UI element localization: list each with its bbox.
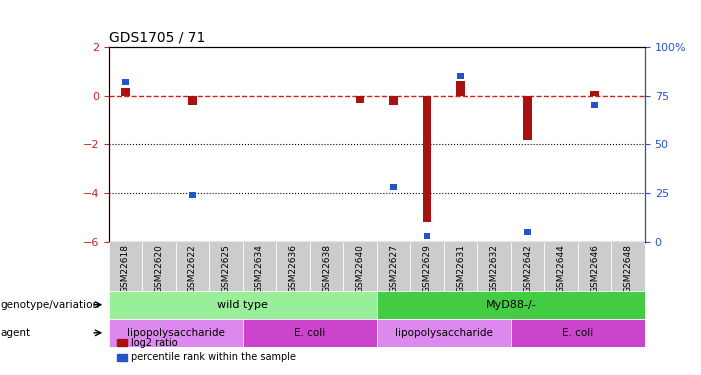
Bar [122, 79, 129, 85]
Text: GDS1705 / 71: GDS1705 / 71 [109, 30, 205, 44]
Legend: log2 ratio, percentile rank within the sample: log2 ratio, percentile rank within the s… [114, 334, 300, 366]
Text: GSM22634: GSM22634 [255, 244, 264, 293]
Bar [176, 242, 209, 291]
Bar [109, 242, 142, 291]
Bar [423, 233, 430, 239]
Bar [209, 242, 243, 291]
Text: E. coli: E. coli [562, 328, 594, 338]
Bar [142, 242, 176, 291]
Bar [189, 96, 197, 105]
Bar [410, 242, 444, 291]
Bar [343, 242, 377, 291]
Text: GSM22648: GSM22648 [624, 244, 633, 293]
Text: lipopolysaccharide: lipopolysaccharide [127, 328, 224, 338]
Bar [444, 242, 477, 291]
Text: GSM22642: GSM22642 [523, 244, 532, 293]
Text: GSM22627: GSM22627 [389, 244, 398, 293]
Bar [511, 242, 545, 291]
Bar [109, 291, 377, 319]
Bar [390, 184, 397, 190]
Text: GSM22625: GSM22625 [222, 244, 231, 293]
Text: GSM22640: GSM22640 [355, 244, 365, 293]
Bar [592, 102, 598, 108]
Bar [423, 96, 431, 222]
Bar [511, 319, 645, 347]
Bar [456, 81, 465, 96]
Bar [590, 91, 599, 96]
Text: wild type: wild type [217, 300, 268, 310]
Text: E. coli: E. coli [294, 328, 325, 338]
Bar [524, 229, 531, 235]
Text: agent: agent [1, 328, 31, 338]
Bar [377, 319, 511, 347]
Text: GSM22629: GSM22629 [423, 244, 432, 293]
Bar [310, 242, 343, 291]
Bar [377, 291, 645, 319]
Text: GSM22638: GSM22638 [322, 244, 331, 293]
Bar [389, 96, 397, 105]
Bar [377, 242, 410, 291]
Text: GSM22620: GSM22620 [154, 244, 163, 293]
Text: MyD88-/-: MyD88-/- [486, 300, 536, 310]
Text: GSM22646: GSM22646 [590, 244, 599, 293]
Bar [243, 242, 276, 291]
Text: GSM22618: GSM22618 [121, 244, 130, 293]
Bar [457, 73, 464, 79]
Text: GSM22631: GSM22631 [456, 244, 465, 293]
Bar [243, 319, 377, 347]
Text: genotype/variation: genotype/variation [1, 300, 100, 310]
Bar [611, 242, 645, 291]
Bar [524, 96, 532, 140]
Text: GSM22632: GSM22632 [489, 244, 498, 293]
Text: GSM22636: GSM22636 [289, 244, 297, 293]
Bar [477, 242, 511, 291]
Text: GSM22644: GSM22644 [557, 244, 566, 293]
Bar [121, 88, 130, 96]
Text: lipopolysaccharide: lipopolysaccharide [395, 328, 493, 338]
Bar [356, 96, 365, 103]
Text: GSM22622: GSM22622 [188, 244, 197, 293]
Bar [578, 242, 611, 291]
Bar [189, 192, 196, 198]
Bar [545, 242, 578, 291]
Bar [276, 242, 310, 291]
Bar [109, 319, 243, 347]
